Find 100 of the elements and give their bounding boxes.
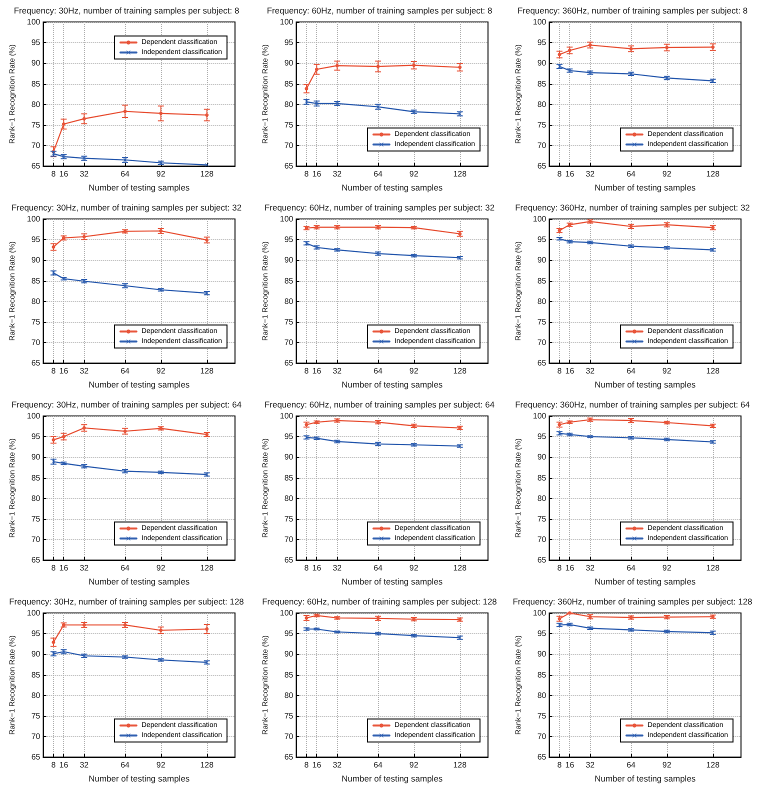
y-tick-label: 95 bbox=[284, 235, 294, 244]
y-tick-label: 95 bbox=[537, 235, 547, 244]
y-tick-label: 65 bbox=[284, 556, 294, 565]
x-tick-label: 92 bbox=[156, 170, 166, 179]
y-tick-label: 90 bbox=[31, 650, 41, 659]
y-tick-label: 70 bbox=[284, 535, 294, 544]
x-tick-label: 64 bbox=[374, 760, 384, 770]
y-tick-label: 75 bbox=[31, 711, 41, 720]
x-tick-label: 64 bbox=[626, 170, 636, 179]
x-tick-label: 8 bbox=[557, 760, 562, 770]
x-tick-label: 64 bbox=[626, 366, 636, 376]
x-tick-label: 64 bbox=[374, 366, 384, 376]
y-tick-label: 65 bbox=[31, 556, 41, 565]
y-tick-label: 85 bbox=[284, 79, 294, 88]
y-tick-label: 70 bbox=[284, 732, 294, 742]
x-tick-label: 128 bbox=[453, 366, 468, 376]
x-tick-label: 32 bbox=[332, 564, 342, 573]
y-tick-label: 65 bbox=[284, 752, 294, 762]
x-tick-label: 128 bbox=[706, 760, 720, 770]
y-tick-label: 100 bbox=[532, 18, 547, 26]
y-tick-label: 80 bbox=[537, 494, 547, 503]
x-tick-label: 8 bbox=[304, 564, 310, 573]
y-tick-label: 75 bbox=[31, 317, 41, 326]
y-tick-label: 70 bbox=[31, 338, 41, 348]
x-axis-title: Number of testing samples bbox=[342, 774, 443, 784]
y-tick-label: 75 bbox=[31, 120, 41, 130]
x-axis-title: Number of testing samples bbox=[88, 576, 190, 586]
x-tick-label: 92 bbox=[409, 366, 419, 376]
x-tick-label: 128 bbox=[453, 170, 468, 179]
x-tick-label: 128 bbox=[706, 564, 720, 573]
x-tick-label: 64 bbox=[374, 170, 384, 179]
y-tick-label: 90 bbox=[537, 452, 547, 462]
x-tick-label: 128 bbox=[200, 170, 214, 179]
y-tick-label: 85 bbox=[284, 670, 294, 680]
chart-title: Frequency: 360Hz, number of training samples per subject: 128 bbox=[512, 596, 753, 606]
x-axis-title: Number of testing samples bbox=[342, 380, 443, 390]
x-axis-title: Number of testing samples bbox=[594, 380, 696, 390]
x-tick-label: 32 bbox=[332, 760, 342, 770]
x-tick-label: 32 bbox=[586, 366, 596, 376]
y-tick-label: 80 bbox=[284, 100, 294, 109]
y-tick-label: 70 bbox=[537, 141, 547, 150]
x-tick-label: 64 bbox=[120, 564, 130, 573]
x-tick-label: 16 bbox=[565, 170, 575, 179]
x-tick-label: 92 bbox=[156, 564, 166, 573]
y-tick-label: 90 bbox=[284, 256, 294, 265]
y-tick-label: 65 bbox=[284, 162, 294, 171]
y-tick-label: 70 bbox=[284, 338, 294, 348]
y-tick-label: 80 bbox=[31, 690, 41, 700]
y-tick-label: 90 bbox=[284, 650, 294, 659]
y-tick-label: 70 bbox=[31, 141, 41, 150]
y-tick-label: 85 bbox=[537, 79, 547, 88]
x-tick-label: 32 bbox=[80, 564, 90, 573]
y-tick-label: 90 bbox=[537, 58, 547, 68]
x-tick-label: 64 bbox=[626, 564, 636, 573]
chart-title: Frequency: 360Hz, number of training samples per subject: 32 bbox=[515, 202, 750, 212]
x-axis-title: Number of testing samples bbox=[594, 576, 696, 586]
y-tick-label: 100 bbox=[26, 214, 41, 224]
x-tick-label: 92 bbox=[409, 564, 419, 573]
y-tick-label: 85 bbox=[31, 276, 41, 286]
x-tick-label: 16 bbox=[59, 366, 69, 376]
y-tick-label: 80 bbox=[31, 296, 41, 306]
y-tick-label: 75 bbox=[284, 711, 294, 720]
y-tick-label: 90 bbox=[537, 256, 547, 265]
chart-title: Frequency: 60Hz, number of training samples per subject: 64 bbox=[264, 400, 495, 410]
y-tick-label: 90 bbox=[31, 452, 41, 462]
y-tick-label: 85 bbox=[537, 670, 547, 680]
y-tick-label: 80 bbox=[537, 690, 547, 700]
x-tick-label: 32 bbox=[586, 564, 596, 573]
x-tick-label: 92 bbox=[662, 366, 672, 376]
x-axis-title: Number of testing samples bbox=[594, 774, 696, 784]
y-tick-label: 80 bbox=[31, 494, 41, 503]
y-tick-label: 75 bbox=[284, 120, 294, 130]
x-tick-label: 8 bbox=[557, 170, 562, 179]
x-tick-label: 8 bbox=[304, 170, 310, 179]
x-tick-label: 64 bbox=[120, 366, 130, 376]
y-tick-label: 65 bbox=[284, 358, 294, 368]
x-tick-label: 8 bbox=[557, 564, 562, 573]
x-tick-label: 64 bbox=[120, 760, 130, 770]
x-tick-label: 64 bbox=[120, 170, 130, 179]
y-tick-label: 100 bbox=[280, 214, 294, 224]
y-tick-label: 100 bbox=[280, 412, 294, 420]
y-tick-label: 90 bbox=[537, 650, 547, 659]
y-tick-label: 80 bbox=[284, 494, 294, 503]
y-tick-label: 65 bbox=[537, 556, 547, 565]
x-tick-label: 8 bbox=[51, 366, 56, 376]
y-tick-label: 80 bbox=[537, 296, 547, 306]
x-tick-label: 8 bbox=[557, 366, 562, 376]
y-tick-label: 85 bbox=[31, 670, 41, 680]
x-tick-label: 92 bbox=[662, 760, 672, 770]
y-tick-label: 90 bbox=[31, 58, 41, 68]
y-tick-label: 100 bbox=[26, 608, 41, 618]
y-tick-label: 100 bbox=[532, 214, 547, 224]
x-tick-label: 32 bbox=[586, 760, 596, 770]
y-tick-label: 95 bbox=[537, 38, 547, 48]
x-tick-label: 32 bbox=[332, 170, 342, 179]
y-tick-label: 90 bbox=[31, 256, 41, 265]
y-tick-label: 75 bbox=[284, 514, 294, 524]
x-tick-label: 8 bbox=[51, 170, 56, 179]
y-tick-label: 80 bbox=[31, 100, 41, 109]
y-tick-label: 80 bbox=[284, 296, 294, 306]
